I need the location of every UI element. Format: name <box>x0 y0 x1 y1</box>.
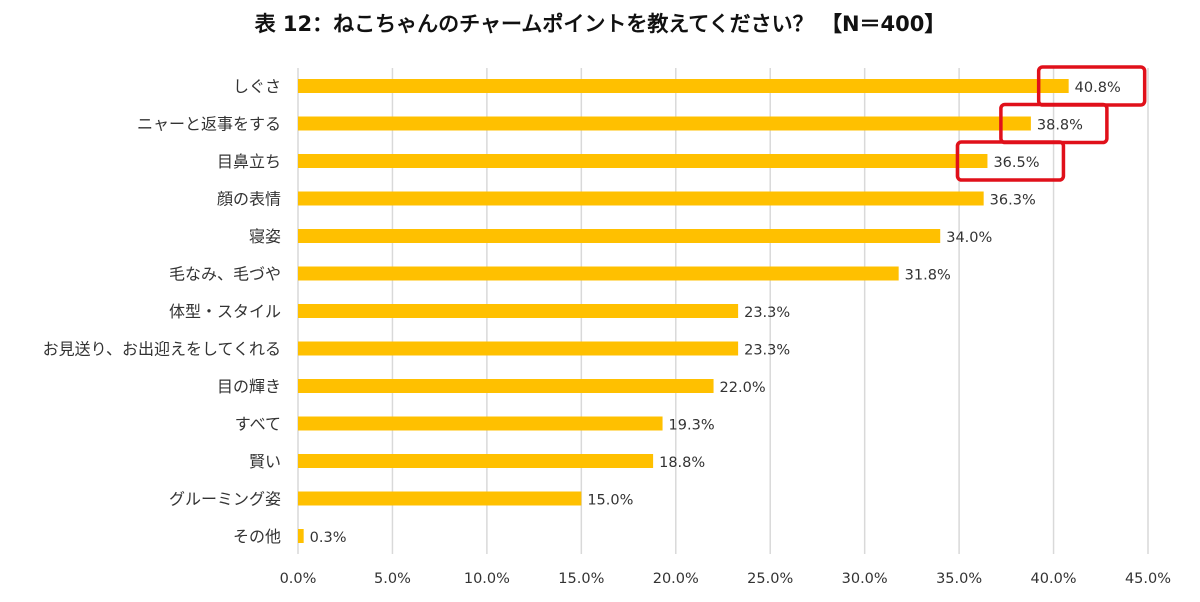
value-label: 23.3% <box>744 305 790 321</box>
category-label: その他 <box>233 527 281 546</box>
category-label: 体型・スタイル <box>169 302 281 321</box>
category-label: しぐさ <box>233 77 281 96</box>
x-tick-label: 20.0% <box>653 571 699 587</box>
value-label: 40.8% <box>1075 80 1121 96</box>
bar <box>298 229 941 243</box>
category-label: 寝姿 <box>249 227 281 246</box>
value-label: 18.8% <box>659 455 705 471</box>
bar <box>298 379 714 393</box>
highlight-box <box>955 140 1066 182</box>
x-tick-label: 30.0% <box>842 571 888 587</box>
labels: 0.0% 5.0% 10.0% 15.0% 20.0% 25.0% 30.0% 35.0% 40… <box>43 77 1171 587</box>
highlight-boxes <box>955 65 1147 182</box>
value-label: 0.3% <box>310 530 347 546</box>
category-label: グルーミング姿 <box>169 490 281 509</box>
x-tick-label: 40.0% <box>1031 571 1077 587</box>
category-label: 目の輝き <box>217 377 281 396</box>
chart-title: 表 12：ねこちゃんのチャームポイントを教えてください？ 【N＝400】 <box>254 12 946 36</box>
value-label: 36.5% <box>993 155 1039 171</box>
x-tick-label: 45.0% <box>1125 571 1171 587</box>
bar <box>298 116 1031 131</box>
x-tick-label: 25.0% <box>747 571 793 587</box>
category-label: 賢い <box>249 452 281 471</box>
bar <box>298 79 1069 93</box>
bar <box>298 266 899 281</box>
bar <box>298 304 739 318</box>
value-label: 23.3% <box>744 343 790 359</box>
category-label: お見送り、お出迎えをしてくれる <box>43 340 281 359</box>
category-label: 目鼻立ち <box>217 152 281 171</box>
value-label: 36.3% <box>990 193 1036 209</box>
x-tick-label: 10.0% <box>464 571 510 587</box>
bar <box>298 491 582 506</box>
category-label: ニャーと返事をする <box>137 115 281 134</box>
value-label: 38.8% <box>1037 118 1083 134</box>
x-tick-label: 5.0% <box>374 571 411 587</box>
x-tick-label: 0.0% <box>280 571 317 587</box>
x-tick-label: 15.0% <box>558 571 604 587</box>
bar <box>298 454 654 468</box>
bars <box>298 79 1069 543</box>
category-label: すべて <box>235 415 281 434</box>
category-label: 顔の表情 <box>217 190 281 209</box>
x-tick-label: 35.0% <box>936 571 982 587</box>
bar <box>298 191 984 206</box>
value-label: 31.8% <box>905 268 951 284</box>
value-label: 34.0% <box>946 230 992 246</box>
category-label: 毛なみ、毛づや <box>169 265 281 284</box>
value-label: 22.0% <box>720 380 766 396</box>
value-label: 15.0% <box>587 493 633 509</box>
bar <box>298 341 739 356</box>
bar <box>298 154 988 168</box>
bar <box>298 529 304 543</box>
value-label: 19.3% <box>669 418 715 434</box>
bar <box>298 416 663 431</box>
